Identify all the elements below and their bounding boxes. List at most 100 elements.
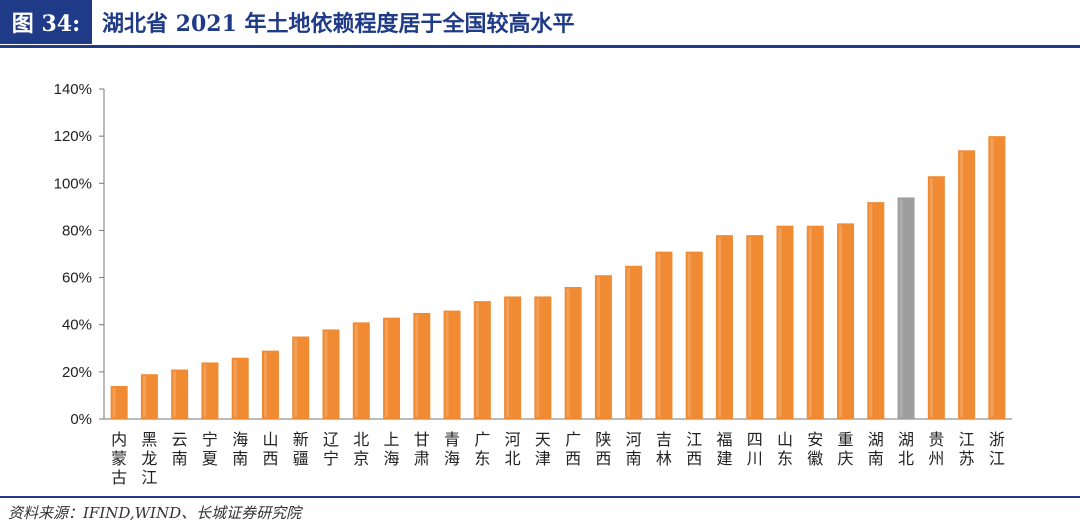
bar-shine [596, 277, 600, 417]
bar-江苏 [958, 150, 976, 419]
bar-浙江 [988, 136, 1006, 419]
x-tick-label: 陕西 [595, 430, 611, 468]
bar-湖南 [867, 202, 885, 419]
y-tick-label: 40% [62, 317, 92, 334]
figure-label: 图 34: [0, 0, 92, 44]
bar-shine [960, 152, 964, 417]
y-tick-label: 120% [54, 128, 92, 145]
figure-title: 湖北省 2021 年土地依赖程度居于全国较高水平 [102, 11, 575, 37]
bar-shine [869, 204, 873, 417]
bar-海南 [231, 357, 249, 419]
header-divider [0, 45, 1080, 48]
bar-shine [566, 289, 570, 417]
bar-chart: 0%20%40%60%80%100%120%140% 内蒙古黑龙江云南宁夏海南山… [54, 81, 1012, 487]
x-tick-label: 天津 [535, 430, 551, 468]
y-tick-label: 0% [70, 411, 92, 428]
x-tick-label: 江苏 [959, 430, 975, 468]
bar-shine [627, 267, 631, 417]
bar-四川 [746, 235, 764, 419]
bar-shine [536, 298, 540, 417]
bar-shine [294, 338, 298, 417]
x-tick-label: 云南 [172, 430, 188, 468]
bar-天津 [534, 296, 552, 419]
bar-湖北 [897, 197, 915, 419]
x-tick-label: 宁夏 [202, 430, 218, 468]
bar-陕西 [594, 275, 612, 419]
bar-广西 [564, 287, 582, 419]
bar-shine [445, 312, 449, 417]
bar-新疆 [292, 336, 310, 419]
x-tick-label: 新疆 [293, 430, 309, 468]
bar-shine [385, 319, 389, 417]
bar-北京 [352, 322, 370, 419]
x-tick-label: 广东 [474, 430, 490, 468]
bar-shine [717, 237, 721, 417]
source-note: 资料来源：IFIND,WIND、长城证券研究院 [8, 504, 302, 522]
y-tick-label: 60% [62, 270, 92, 287]
bar-shine [263, 352, 267, 417]
bar-shine [657, 253, 661, 417]
bar-shine [808, 227, 812, 417]
x-tick-label: 广西 [565, 430, 581, 468]
x-tick-label: 河北 [505, 430, 521, 468]
x-tick-label: 福建 [716, 430, 732, 468]
bar-青海 [443, 310, 461, 419]
bar-shine [929, 178, 933, 417]
bar-广东 [473, 301, 491, 419]
bar-shine [990, 138, 994, 417]
bar-shine [112, 388, 116, 417]
bar-shine [899, 199, 903, 417]
x-tick-label: 上海 [384, 430, 400, 468]
bar-辽宁 [322, 329, 340, 419]
x-tick-label: 内蒙古 [111, 430, 127, 487]
bar-shine [687, 253, 691, 417]
bar-贵州 [927, 176, 945, 419]
x-tick-label: 北京 [353, 430, 369, 468]
bar-黑龙江 [140, 374, 158, 419]
x-axis-labels: 内蒙古黑龙江云南宁夏海南山西新疆辽宁北京上海甘肃青海广东河北天津广西陕西河南吉林… [111, 430, 1005, 487]
y-tick-label: 140% [54, 81, 92, 98]
bar-shine [142, 376, 146, 417]
x-tick-label: 湖北 [898, 430, 914, 468]
bar-甘肃 [413, 312, 431, 419]
y-tick-label: 20% [62, 364, 92, 381]
bar-shine [203, 364, 207, 417]
bar-shine [778, 227, 782, 417]
bar-shine [475, 303, 479, 417]
bar-shine [506, 298, 510, 417]
bar-shine [233, 359, 237, 417]
x-tick-label: 浙江 [989, 430, 1005, 468]
bar-福建 [715, 235, 733, 419]
bar-shine [748, 237, 752, 417]
x-tick-label: 湖南 [868, 430, 884, 468]
bar-河北 [504, 296, 522, 419]
bar-江西 [685, 251, 703, 419]
bar-上海 [383, 317, 401, 419]
bar-shine [839, 225, 843, 417]
y-tick-label: 100% [54, 175, 92, 192]
figure-header: 图 34: 湖北省 2021 年土地依赖程度居于全国较高水平 [0, 0, 1080, 44]
x-tick-label: 山东 [777, 430, 793, 468]
x-tick-label: 四川 [747, 430, 763, 468]
x-tick-label: 甘肃 [414, 430, 430, 468]
x-tick-label: 海南 [232, 430, 248, 468]
y-tick-label: 80% [62, 222, 92, 239]
x-tick-label: 安徽 [807, 430, 823, 468]
bar-吉林 [655, 251, 673, 419]
bar-重庆 [837, 223, 855, 419]
x-tick-label: 山西 [262, 430, 278, 468]
x-tick-label: 重庆 [838, 430, 854, 468]
x-tick-label: 黑龙江 [141, 430, 157, 487]
bar-shine [354, 324, 358, 417]
x-tick-label: 贵州 [928, 430, 944, 468]
bar-宁夏 [201, 362, 219, 419]
x-tick-label: 青海 [444, 430, 460, 468]
bar-shine [415, 314, 419, 417]
y-axis: 0% 20% 40% 60% 80% 100% 120% 140% [54, 81, 1012, 428]
x-tick-label: 河南 [626, 430, 642, 468]
bars-group [110, 136, 1006, 419]
footer-divider [0, 496, 1080, 498]
bar-河南 [625, 265, 643, 419]
bar-安徽 [806, 225, 824, 419]
x-tick-label: 江西 [686, 430, 702, 468]
